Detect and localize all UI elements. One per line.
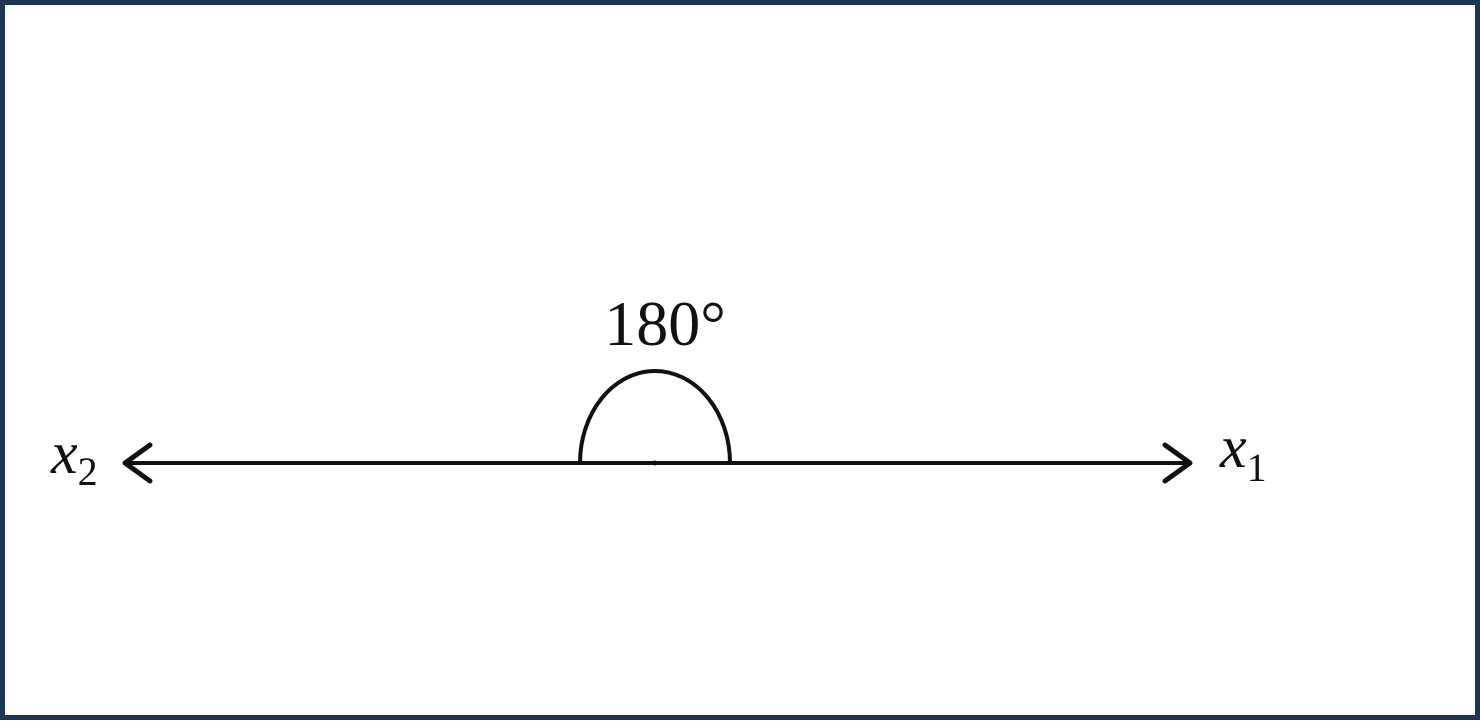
ray-label-right: x1 xyxy=(1219,414,1267,490)
ray-label-right-subscript: 1 xyxy=(1247,445,1267,490)
ray-label-left-symbol: x xyxy=(50,420,78,486)
ray-label-left-subscript: 2 xyxy=(78,449,98,494)
angle-label: 180° xyxy=(604,288,726,359)
vertex-point xyxy=(652,460,658,466)
ray-label-left: x2 xyxy=(50,420,98,494)
straight-angle-diagram: 180° x2 x1 xyxy=(50,288,1267,494)
arrowhead-right xyxy=(1162,442,1193,484)
arrowhead-left xyxy=(122,442,153,484)
ray-label-right-symbol: x xyxy=(1219,414,1247,480)
angle-arc xyxy=(578,369,732,464)
